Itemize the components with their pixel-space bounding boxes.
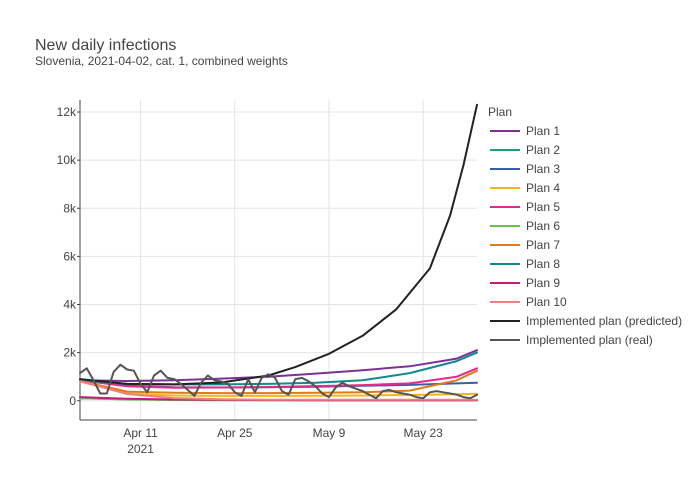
legend-label-plan-2: Plan 2: [526, 143, 560, 157]
y-tick-label: 8k: [63, 201, 77, 215]
legend-label-plan-5: Plan 5: [526, 200, 560, 214]
series-line-plan-8: [79, 351, 478, 386]
y-tick-label: 10k: [57, 153, 77, 167]
x-tick-label: May 9: [313, 426, 346, 440]
series-line-plan-7: [79, 369, 478, 395]
legend-label-plan-8: Plan 8: [526, 257, 560, 271]
legend-label-implemented-plan-real: Implemented plan (real): [526, 333, 653, 347]
legend-label-plan-6: Plan 6: [526, 219, 560, 233]
x-tick-label: May 23: [403, 426, 443, 440]
legend-title: Plan: [488, 105, 512, 119]
series-line-plan-4: [79, 380, 478, 397]
y-tick-label: 12k: [57, 105, 77, 119]
legend-label-plan-3: Plan 3: [526, 162, 560, 176]
y-tick-label: 0: [69, 394, 76, 408]
chart-title: New daily infections: [35, 37, 176, 54]
x-tick-sublabel: 2021: [127, 442, 154, 456]
y-tick-label: 6k: [63, 249, 77, 263]
legend-label-plan-4: Plan 4: [526, 181, 560, 195]
x-tick-label: Apr 11: [123, 426, 158, 440]
legend-label-plan-7: Plan 7: [526, 238, 560, 252]
legend-label-plan-10: Plan 10: [526, 295, 567, 309]
legend-label-plan-9: Plan 9: [526, 276, 560, 290]
y-tick-label: 2k: [63, 346, 77, 360]
series-line-implemented-plan-predicted: [79, 103, 478, 386]
chart-subtitle: Slovenia, 2021-04-02, cat. 1, combined w…: [35, 54, 288, 68]
series-line-implemented-plan-real: [79, 363, 478, 400]
series-line-plan-10: [79, 380, 478, 401]
legend-label-implemented-plan-predicted: Implemented plan (predicted): [526, 314, 682, 328]
x-tick-label: Apr 25: [217, 426, 253, 440]
series-line-plan-1: [79, 349, 478, 382]
legend-label-plan-1: Plan 1: [526, 124, 560, 138]
legend: Plan Plan 1 Plan 2 Plan 3 Plan 4 Plan 5 Plan …: [488, 105, 682, 347]
axes: 0 2k 4k 6k 8k 10k 12k Apr 11 2021 Apr 25 May 9 May …: [57, 100, 477, 456]
series-layer: [79, 103, 478, 402]
y-tick-label: 4k: [63, 298, 77, 312]
grid: [80, 100, 477, 420]
